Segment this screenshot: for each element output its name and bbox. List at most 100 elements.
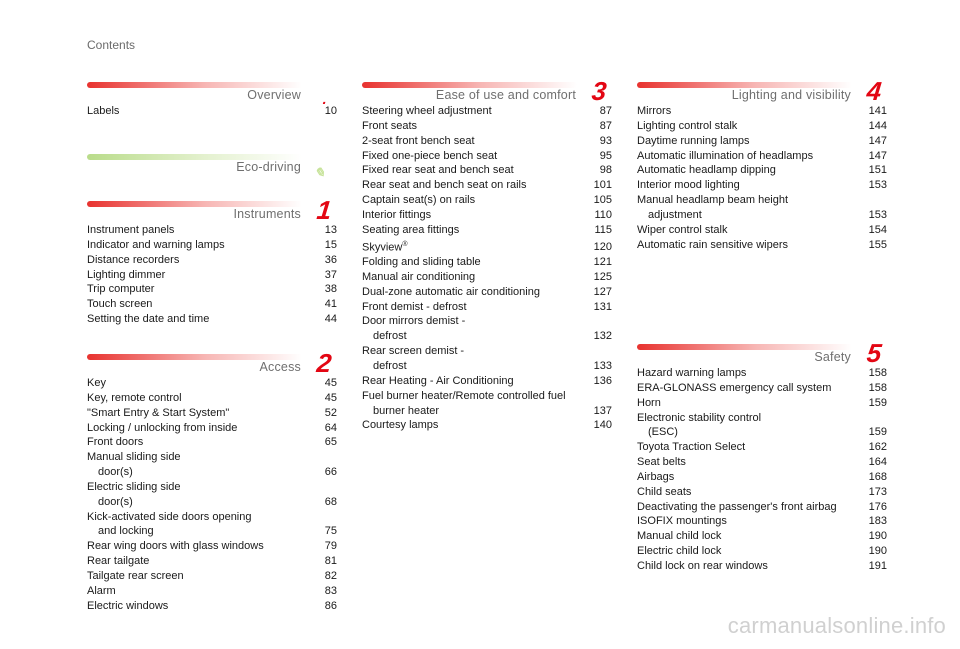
toc-entry[interactable]: Instrument panels 13: [87, 223, 337, 238]
section-number: 5: [864, 338, 883, 368]
watermark: carmanualsonline.info: [727, 613, 946, 638]
toc-entry[interactable]: Manual air conditioning 125: [362, 270, 612, 285]
toc-entry[interactable]: Fixed one-piece bench seat 95: [362, 149, 612, 164]
section-ease-of-use: Ease of use and comfort 3 Steering wheel…: [362, 76, 612, 433]
toc-entry[interactable]: Key, remote control 45: [87, 391, 337, 406]
toc-entry[interactable]: Child lock on rear windows 191: [637, 559, 887, 574]
toc-entry[interactable]: Child seats 173: [637, 485, 887, 500]
toc-entry-page: 41: [324, 298, 337, 311]
toc-entry-label-continued: and locking: [98, 525, 154, 538]
toc-entry[interactable]: Locking / unlocking from inside 64: [87, 421, 337, 436]
toc-entry[interactable]: 2-seat front bench seat 93: [362, 134, 612, 149]
toc-entry[interactable]: ERA-GLONASS emergency call system 158: [637, 381, 887, 396]
toc-entry[interactable]: Mirrors 141: [637, 104, 887, 119]
section-instruments: Instruments 1 Instrument panels 13 Indicat…: [87, 195, 337, 327]
toc-entry[interactable]: Lighting control stalk 144: [637, 119, 887, 134]
toc-entry[interactable]: Kick-activated side doors opening and loc…: [87, 510, 337, 540]
toc-entry-label: Rear wing doors with glass windows: [87, 540, 264, 553]
toc-entry-page: 158: [868, 381, 887, 394]
toc-entry[interactable]: Setting the date and time 44: [87, 312, 337, 327]
toc-entry-label: Fixed rear seat and bench seat: [362, 164, 514, 177]
section-number: 4: [864, 76, 883, 106]
toc-entry-label: Seat belts: [637, 456, 686, 469]
toc-entry[interactable]: Interior mood lighting 153: [637, 178, 887, 193]
toc-entry[interactable]: Electric windows 86: [87, 599, 337, 614]
toc-entry[interactable]: Electronic stability control (ESC) 159: [637, 411, 887, 441]
toc-entry-label: Electric child lock: [637, 545, 722, 558]
toc-entry[interactable]: Door mirrors demist - defrost 132: [362, 314, 612, 344]
toc-entry[interactable]: Rear Heating - Air Conditioning 136: [362, 374, 612, 389]
toc-entry-label: Folding and sliding table: [362, 256, 481, 269]
toc-entry[interactable]: Hazard warning lamps 158: [637, 366, 887, 381]
section-number: 2: [314, 348, 333, 378]
toc-entry[interactable]: "Smart Entry & Start System" 52: [87, 406, 337, 421]
toc-entry-page: 136: [593, 374, 612, 387]
toc-entry[interactable]: Labels 10: [87, 104, 337, 119]
toc-entry-label: Manual headlamp beam height adjustment: [637, 193, 845, 223]
toc-entry[interactable]: Wiper control stalk 154: [637, 223, 887, 238]
section-bar: [87, 82, 302, 88]
toc-entry[interactable]: Daytime running lamps 147: [637, 134, 887, 149]
toc-entry[interactable]: Automatic headlamp dipping 151: [637, 163, 887, 178]
toc-entry-page: 10: [324, 105, 337, 117]
toc-entry[interactable]: Captain seat(s) on rails 105: [362, 193, 612, 208]
toc-entry[interactable]: Indicator and warning lamps 15: [87, 238, 337, 253]
toc-entry[interactable]: Fuel burner heater/Remote controlled fue…: [362, 389, 612, 419]
toc-entry[interactable]: Airbags 168: [637, 470, 887, 485]
toc-entry[interactable]: Seating area fittings 115: [362, 223, 612, 238]
toc-entry[interactable]: Courtesy lamps 140: [362, 418, 612, 433]
toc-entry[interactable]: Lighting dimmer 37: [87, 268, 337, 283]
toc-entry[interactable]: Skyview® 120: [362, 238, 612, 256]
toc-entry[interactable]: Interior fittings 110: [362, 208, 612, 223]
toc-entry-label: Fuel burner heater/Remote controlled fue…: [362, 389, 570, 419]
toc-entry-label: Daytime running lamps: [637, 134, 750, 147]
toc-entry[interactable]: Folding and sliding table 121: [362, 255, 612, 270]
toc-entry[interactable]: Touch screen 41: [87, 297, 337, 312]
toc-entry[interactable]: Tailgate rear screen 82: [87, 569, 337, 584]
toc-entry[interactable]: Distance recorders 36: [87, 253, 337, 268]
toc-entry-page: 110: [594, 208, 612, 221]
toc-entry[interactable]: Toyota Traction Select 162: [637, 440, 887, 455]
toc-entry[interactable]: Steering wheel adjustment 87: [362, 104, 612, 119]
toc-list: Mirrors 141 Lighting control stalk 144 Dayti…: [637, 104, 887, 252]
section-safety: Safety 5 Hazard warning lamps 158 ERA-GLON…: [637, 338, 887, 574]
toc-entry[interactable]: Front doors 65: [87, 435, 337, 450]
toc-entry-label: Kick-activated side doors opening and loc…: [87, 510, 295, 540]
toc-entry[interactable]: Dual-zone automatic air conditioning 127: [362, 285, 612, 300]
toc-entry[interactable]: Automatic illumination of headlamps 147: [637, 149, 887, 164]
toc-entry-page: 45: [324, 391, 337, 404]
toc-entry[interactable]: ISOFIX mountings 183: [637, 514, 887, 529]
toc-entry[interactable]: Manual sliding side door(s) 66: [87, 450, 337, 480]
toc-entry-page: 147: [868, 134, 887, 147]
toc-entry-label: Fixed one-piece bench seat: [362, 149, 498, 162]
toc-entry-label: Horn: [637, 396, 661, 409]
toc-entry[interactable]: Rear tailgate 81: [87, 554, 337, 569]
toc-entry-page: 44: [324, 313, 337, 326]
toc-entry[interactable]: Trip computer 38: [87, 282, 337, 297]
toc-entry[interactable]: Rear wing doors with glass windows 79: [87, 539, 337, 554]
toc-entry[interactable]: Front seats 87: [362, 119, 612, 134]
toc-entry[interactable]: Electric child lock 190: [637, 544, 887, 559]
toc-entry[interactable]: Manual child lock 190: [637, 529, 887, 544]
toc-entry-page: 95: [599, 149, 612, 162]
toc-entry-label: Tailgate rear screen: [87, 569, 184, 582]
toc-entry-label: Deactivating the passenger's front airba…: [637, 500, 837, 513]
toc-entry[interactable]: Horn 159: [637, 396, 887, 411]
toc-list: Hazard warning lamps 158 ERA-GLONASS emerg…: [637, 366, 887, 574]
toc-entry[interactable]: Fixed rear seat and bench seat 98: [362, 163, 612, 178]
toc-entry-label: Distance recorders: [87, 253, 180, 266]
toc-entry[interactable]: Seat belts 164: [637, 455, 887, 470]
toc-entry[interactable]: Key 45: [87, 376, 337, 391]
toc-entry[interactable]: Alarm 83: [87, 584, 337, 599]
toc-entry-page: 65: [324, 436, 337, 449]
toc-entry[interactable]: Automatic rain sensitive wipers 155: [637, 238, 887, 253]
toc-entry[interactable]: Rear screen demist - defrost 133: [362, 344, 612, 374]
toc-entry[interactable]: Manual headlamp beam height adjustment 153: [637, 193, 887, 223]
toc-entry[interactable]: Electric sliding side door(s) 68: [87, 480, 337, 510]
toc-entry[interactable]: Rear seat and bench seat on rails 101: [362, 178, 612, 193]
toc-entry-page: 87: [599, 119, 612, 132]
toc-entry-page: 37: [324, 268, 337, 281]
toc-entry[interactable]: Deactivating the passenger's front airba…: [637, 500, 887, 515]
toc-entry-page: 120: [593, 241, 612, 254]
toc-entry[interactable]: Front demist - defrost 131: [362, 300, 612, 315]
